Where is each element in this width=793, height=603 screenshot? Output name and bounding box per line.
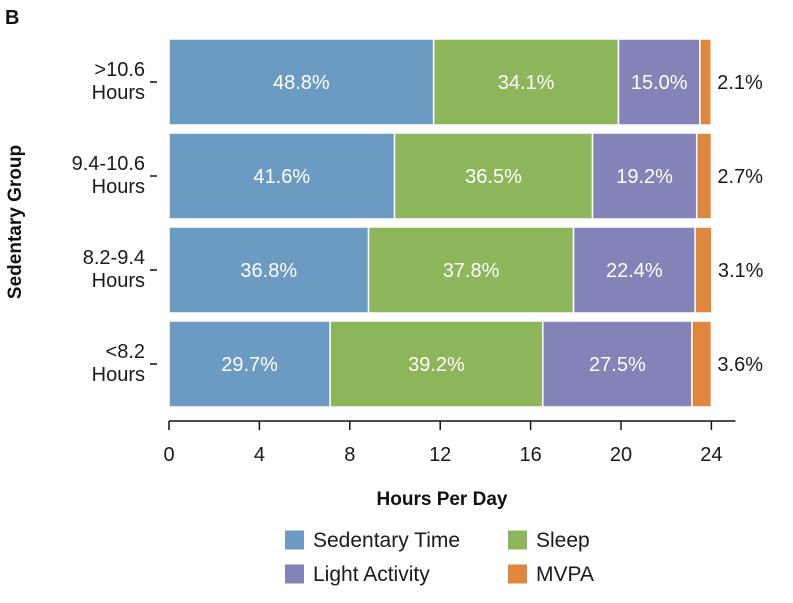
y-tick-label: 9.4-10.6 Hours <box>72 153 145 198</box>
data-label: 22.4% <box>606 260 663 282</box>
bar-segment <box>591 132 698 220</box>
bar-segment <box>393 132 594 220</box>
bar-segment <box>168 38 435 126</box>
data-label: 2.7% <box>717 166 763 188</box>
x-tick-label: 20 <box>610 444 632 466</box>
legend-label: Light Activity <box>313 563 430 586</box>
data-label: 15.0% <box>631 72 688 94</box>
x-tick-label: 24 <box>700 444 722 466</box>
data-label: 41.6% <box>253 166 310 188</box>
data-label: 2.1% <box>717 72 763 94</box>
panel-label: B <box>5 7 19 29</box>
x-tick-label: 8 <box>344 444 355 466</box>
data-label: 19.2% <box>616 166 673 188</box>
legend-swatch <box>285 564 304 584</box>
legend-item: Sedentary Time <box>285 529 460 552</box>
x-tick-label: 12 <box>429 444 451 466</box>
y-axis-category-labels: >10.6 Hours 9.4-10.6 Hours 8.2-9.4 Hours <8.2 H… <box>72 59 157 386</box>
legend-swatch <box>508 530 527 550</box>
data-label: 37.8% <box>443 260 500 282</box>
data-label: 27.5% <box>589 354 646 376</box>
bar-segment <box>367 226 575 314</box>
data-label: 36.8% <box>240 260 297 282</box>
legend-label: MVPA <box>536 563 594 586</box>
bar-segment <box>617 38 701 126</box>
x-tick-label: 4 <box>254 444 265 466</box>
data-label: 39.2% <box>408 354 465 376</box>
bar-segment <box>168 226 370 314</box>
legend-swatch <box>508 564 527 584</box>
bar-segment <box>691 320 713 408</box>
x-axis-title: Hours Per Day <box>377 489 508 510</box>
bar-segment <box>695 132 713 220</box>
x-axis: 0 4 8 12 16 20 24 <box>163 420 736 466</box>
y-tick-label: >10.6 Hours <box>92 59 145 104</box>
legend-label: Sedentary Time <box>313 529 460 552</box>
legend-item: Sleep <box>508 529 590 552</box>
data-label: 48.8% <box>273 72 330 94</box>
bar-segment <box>432 38 620 126</box>
bar-segment <box>694 226 713 314</box>
data-label: 36.5% <box>465 166 522 188</box>
bar-segment <box>572 226 696 314</box>
legend-swatch <box>285 530 304 550</box>
bars-layer: 48.8% 34.1% 15.0% 2.1% 41.6% 36.5% 19.2% 2.7% 36… <box>168 38 764 408</box>
bar-segment <box>542 320 693 408</box>
data-label: 29.7% <box>221 354 278 376</box>
legend-item: MVPA <box>508 563 594 586</box>
legend-item: Light Activity <box>285 563 430 586</box>
bar-segment <box>699 38 712 126</box>
legend-label: Sleep <box>536 529 590 552</box>
y-tick-label: <8.2 Hours <box>92 341 145 386</box>
data-label: 34.1% <box>498 72 555 94</box>
legend: Sedentary Time Sleep Light Activity MVPA <box>285 529 594 586</box>
bar-segment <box>168 132 396 220</box>
x-tick-label: 0 <box>163 444 174 466</box>
y-tick-label: 8.2-9.4 Hours <box>83 247 145 292</box>
bar-segment <box>168 320 331 408</box>
y-axis-title: Sedentary Group <box>5 145 26 299</box>
data-label: 3.1% <box>718 260 764 282</box>
x-tick-label: 16 <box>519 444 541 466</box>
data-label: 3.6% <box>717 354 763 376</box>
